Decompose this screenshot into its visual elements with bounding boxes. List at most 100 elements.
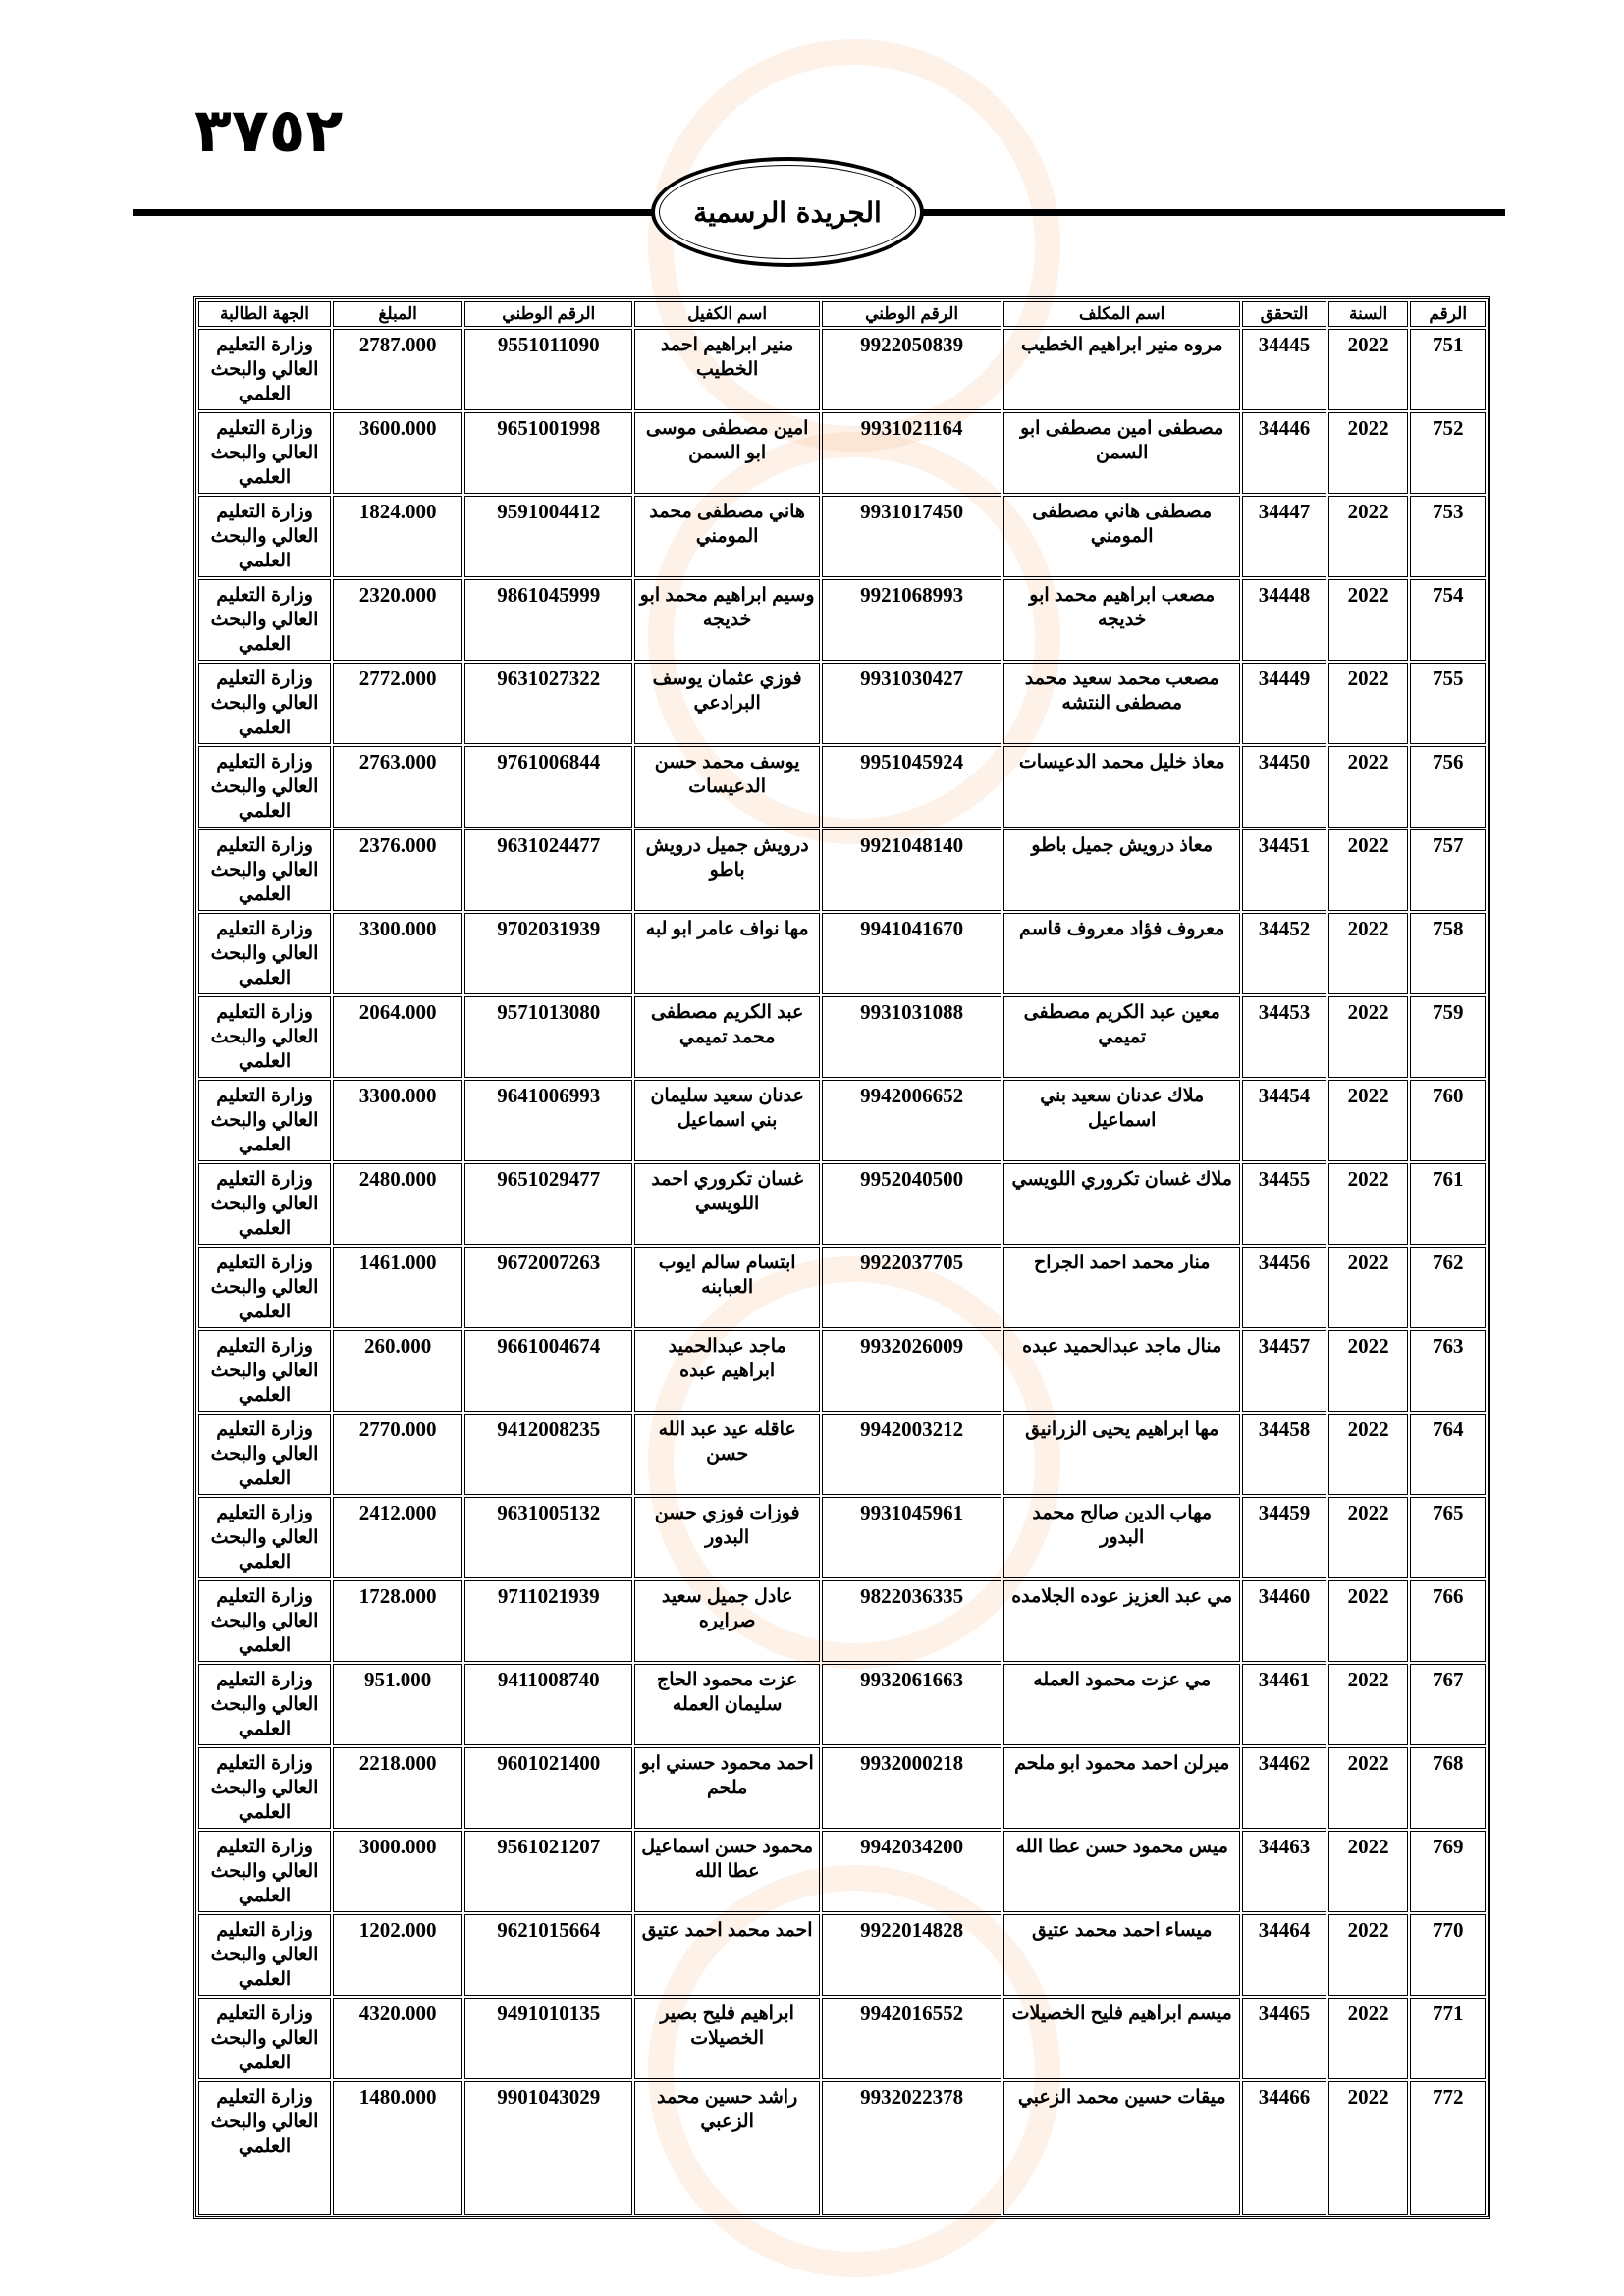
- cell-verification: 34447: [1242, 496, 1326, 577]
- cell-year: 2022: [1327, 663, 1409, 744]
- cell-guarantor-name: ماجد عبدالحميد ابراهيم عبده: [634, 1330, 820, 1412]
- cell-guarantor-name: غسان تكروري احمد اللويسي: [634, 1163, 820, 1245]
- cell-requesting-entity: وزارة التعليم العالي والبحث العلمي: [198, 746, 332, 828]
- cell-guarantor-name: احمد محمد احمد عتيق: [634, 1914, 820, 1996]
- cell-row-number: 763: [1410, 1330, 1486, 1412]
- cell-year: 2022: [1327, 996, 1409, 1078]
- cell-row-number: 764: [1410, 1414, 1486, 1495]
- column-header-debtor-national-id: الرقم الوطني: [821, 301, 1002, 327]
- cell-guarantor-name: منير ابراهيم احمد الخطيب: [634, 329, 820, 410]
- cell-guarantor-national-id: 9571013080: [464, 996, 633, 1078]
- table-row: 761 2022 34455 ملاك غسان تكروري اللويسي 9952…: [198, 1163, 1486, 1245]
- cell-year: 2022: [1327, 746, 1409, 828]
- table-row: 751 2022 34445 مروه منير ابراهيم الخطيب 9922…: [198, 329, 1486, 410]
- cell-guarantor-national-id: 9631005132: [464, 1497, 633, 1578]
- cell-requesting-entity: وزارة التعليم العالي والبحث العلمي: [198, 1998, 332, 2079]
- cell-debtor-national-id: 9922037705: [821, 1247, 1002, 1328]
- cell-debtor-national-id: 9922014828: [821, 1914, 1002, 1996]
- cell-debtor-name: ميساء احمد محمد عتيق: [1003, 1914, 1241, 1996]
- cell-verification: 34458: [1242, 1414, 1326, 1495]
- cell-debtor-name: منار محمد احمد الجراح: [1003, 1247, 1241, 1328]
- cell-year: 2022: [1327, 1998, 1409, 2079]
- cell-amount: 2763.000: [333, 746, 463, 828]
- cell-debtor-national-id: 9931021164: [821, 412, 1002, 494]
- page-number: ٣٧٥٢: [194, 94, 344, 166]
- cell-row-number: 769: [1410, 1831, 1486, 1912]
- table-row: 763 2022 34457 منال ماجد عبدالحميد عبده 9932…: [198, 1330, 1486, 1412]
- cell-guarantor-national-id: 9551011090: [464, 329, 633, 410]
- cell-debtor-name: معروف فؤاد معروف قاسم: [1003, 913, 1241, 994]
- cell-requesting-entity: وزارة التعليم العالي والبحث العلمي: [198, 2081, 332, 2215]
- cell-verification: 34448: [1242, 579, 1326, 661]
- cell-row-number: 768: [1410, 1747, 1486, 1829]
- cell-requesting-entity: وزارة التعليم العالي والبحث العلمي: [198, 1914, 332, 1996]
- cell-amount: 1461.000: [333, 1247, 463, 1328]
- table-row: 769 2022 34463 ميس محمود حسن عطا الله 994203…: [198, 1831, 1486, 1912]
- cell-requesting-entity: وزارة التعليم العالي والبحث العلمي: [198, 1163, 332, 1245]
- cell-requesting-entity: وزارة التعليم العالي والبحث العلمي: [198, 996, 332, 1078]
- table-row: 759 2022 34453 معين عبد الكريم مصطفى تميمي 9…: [198, 996, 1486, 1078]
- cell-debtor-national-id: 9942003212: [821, 1414, 1002, 1495]
- cell-debtor-national-id: 9942006652: [821, 1080, 1002, 1161]
- table-row: 771 2022 34465 ميسم ابراهيم فليح الخصيلات 99…: [198, 1998, 1486, 2079]
- cell-guarantor-national-id: 9761006844: [464, 746, 633, 828]
- cell-verification: 34459: [1242, 1497, 1326, 1578]
- cell-verification: 34461: [1242, 1664, 1326, 1745]
- table-row: 768 2022 34462 ميرلن احمد محمود ابو ملحم 993…: [198, 1747, 1486, 1829]
- table-row: 755 2022 34449 مصعب محمد سعيد محمد مصطفى ال…: [198, 663, 1486, 744]
- table-row: 757 2022 34451 معاذ درويش جميل باطو 99210481…: [198, 829, 1486, 911]
- cell-debtor-name: ميس محمود حسن عطا الله: [1003, 1831, 1241, 1912]
- cell-requesting-entity: وزارة التعليم العالي والبحث العلمي: [198, 579, 332, 661]
- cell-row-number: 765: [1410, 1497, 1486, 1578]
- table-row: 766 2022 34460 مي عبد العزيز عوده الجلامده 9…: [198, 1580, 1486, 1662]
- table-row: 752 2022 34446 مصطفى امين مصطفى ابو السمن 99…: [198, 412, 1486, 494]
- cell-verification: 34456: [1242, 1247, 1326, 1328]
- cell-guarantor-name: فوزات فوزي حسن البدور: [634, 1497, 820, 1578]
- cell-debtor-national-id: 9941041670: [821, 913, 1002, 994]
- column-header-row-number: الرقم: [1410, 301, 1486, 327]
- cell-requesting-entity: وزارة التعليم العالي والبحث العلمي: [198, 1831, 332, 1912]
- cell-row-number: 752: [1410, 412, 1486, 494]
- cell-verification: 34455: [1242, 1163, 1326, 1245]
- cell-guarantor-national-id: 9491010135: [464, 1998, 633, 2079]
- column-header-amount: المبلغ: [333, 301, 463, 327]
- cell-debtor-name: مي عزت محمود العمله: [1003, 1664, 1241, 1745]
- records-table: الرقم السنة التحقق اسم المكلف الرقم الوطني اس…: [193, 296, 1490, 2219]
- cell-year: 2022: [1327, 1580, 1409, 1662]
- cell-requesting-entity: وزارة التعليم العالي والبحث العلمي: [198, 1330, 332, 1412]
- cell-verification: 34466: [1242, 2081, 1326, 2215]
- cell-amount: 2218.000: [333, 1747, 463, 1829]
- cell-amount: 260.000: [333, 1330, 463, 1412]
- cell-amount: 1824.000: [333, 496, 463, 577]
- cell-verification: 34451: [1242, 829, 1326, 911]
- cell-verification: 34457: [1242, 1330, 1326, 1412]
- cell-requesting-entity: وزارة التعليم العالي والبحث العلمي: [198, 1747, 332, 1829]
- cell-requesting-entity: وزارة التعليم العالي والبحث العلمي: [198, 1580, 332, 1662]
- cell-amount: 2787.000: [333, 329, 463, 410]
- column-header-year: السنة: [1327, 301, 1409, 327]
- cell-guarantor-national-id: 9621015664: [464, 1914, 633, 1996]
- cell-amount: 2480.000: [333, 1163, 463, 1245]
- cell-amount: 3000.000: [333, 1831, 463, 1912]
- cell-year: 2022: [1327, 1914, 1409, 1996]
- cell-guarantor-national-id: 9631027322: [464, 663, 633, 744]
- cell-debtor-name: مروه منير ابراهيم الخطيب: [1003, 329, 1241, 410]
- cell-guarantor-name: امين مصطفى موسى ابو السمن: [634, 412, 820, 494]
- cell-guarantor-national-id: 9702031939: [464, 913, 633, 994]
- cell-verification: 34445: [1242, 329, 1326, 410]
- cell-year: 2022: [1327, 412, 1409, 494]
- cell-year: 2022: [1327, 829, 1409, 911]
- cell-amount: 1202.000: [333, 1914, 463, 1996]
- cell-guarantor-national-id: 9651001998: [464, 412, 633, 494]
- cell-guarantor-national-id: 9411008740: [464, 1664, 633, 1745]
- cell-verification: 34453: [1242, 996, 1326, 1078]
- cell-guarantor-name: هاني مصطفى محمد المومني: [634, 496, 820, 577]
- cell-debtor-name: مي عبد العزيز عوده الجلامده: [1003, 1580, 1241, 1662]
- cell-year: 2022: [1327, 1831, 1409, 1912]
- table-row: 764 2022 34458 مها ابراهيم يحيى الزرانيق 994…: [198, 1414, 1486, 1495]
- cell-debtor-national-id: 9922050839: [821, 329, 1002, 410]
- cell-year: 2022: [1327, 1330, 1409, 1412]
- cell-row-number: 771: [1410, 1998, 1486, 2079]
- cell-guarantor-name: محمود حسن اسماعيل عطا الله: [634, 1831, 820, 1912]
- cell-verification: 34465: [1242, 1998, 1326, 2079]
